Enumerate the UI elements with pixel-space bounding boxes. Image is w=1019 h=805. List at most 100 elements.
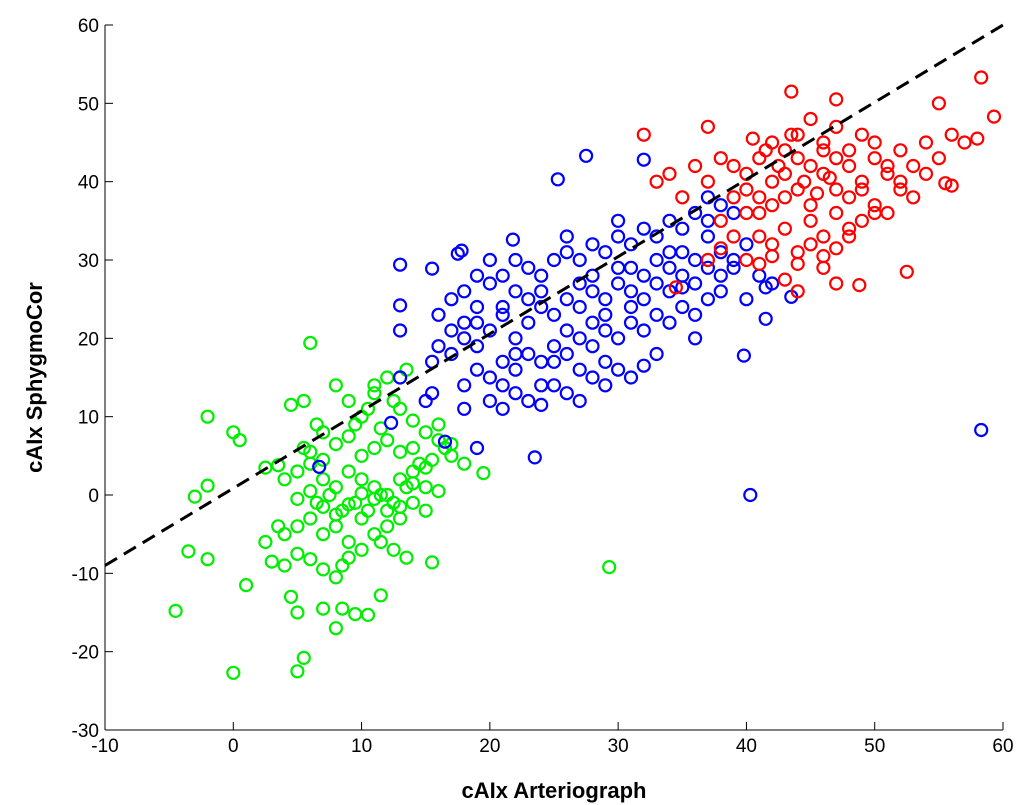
data-point [854,213,870,228]
data-point [675,280,690,295]
data-point [598,245,613,260]
data-point [348,495,363,510]
data-point [296,393,311,409]
data-point [258,534,273,550]
data-point [418,503,433,518]
data-point [649,229,664,244]
data-point [425,386,440,401]
data-point [700,260,716,275]
data-point [986,109,1002,124]
x-tick-label: 10 [351,736,372,757]
data-point [393,511,408,526]
data-point [425,452,440,467]
data-point [867,198,882,213]
data-point [521,260,536,275]
data-point [906,190,921,205]
data-point [610,276,626,291]
data-point [546,252,562,268]
data-point [829,151,844,166]
data-point [610,362,626,377]
data-point [578,148,594,163]
x-tick-label: 60 [992,736,1013,757]
data-point [444,437,459,452]
data-point [675,221,690,236]
data-point [893,143,908,158]
data-point [752,151,767,166]
data-point [283,397,299,412]
data-point [572,276,587,291]
data-point [316,601,331,616]
y-axis-title: cAIx SphygmoCor [22,282,47,473]
data-point [784,127,799,142]
tick-marks [104,24,1004,731]
data-point [649,174,664,189]
data-point [354,486,369,501]
data-point [559,292,574,307]
data-point [239,577,254,593]
data-point [585,237,600,252]
data-point [938,176,953,191]
data-point [521,292,536,307]
data-point [585,370,600,385]
data-point [752,190,767,205]
data-point [328,437,343,452]
data-point [764,135,780,150]
data-point [713,213,728,228]
data-point [636,358,651,373]
data-point [534,378,549,393]
data-point [312,459,327,474]
data-point [559,245,574,260]
data-point [444,292,459,307]
data-point [469,440,485,456]
data-point [546,339,562,354]
data-point [495,299,510,315]
data-point [469,315,485,330]
data-point [508,346,523,362]
y-tick-label: 0 [88,486,99,507]
data-point [713,241,728,256]
data-point [431,307,446,322]
data-point [797,174,812,189]
data-point [970,131,985,146]
data-point [393,401,408,416]
data-point [668,280,684,295]
data-point [476,466,491,481]
data-point [854,174,870,189]
data-point [598,378,613,393]
data-point [341,534,356,550]
data-point [226,425,241,440]
data-point [341,464,356,479]
data-point [495,307,510,322]
data-point [232,433,247,448]
data-point [598,354,613,369]
y-tick-label: -10 [72,564,99,585]
data-point [585,284,600,299]
data-point [454,243,469,258]
data-point [277,527,292,542]
data-point [405,476,420,491]
data-point [829,119,844,134]
data-point [384,415,399,430]
data-point [508,386,523,401]
data-point [636,268,651,283]
data-point [867,135,882,150]
data-point [534,354,549,369]
data-point [354,511,369,526]
data-point [899,264,914,279]
data-point [572,362,587,377]
y-tick-label: -30 [72,721,99,742]
data-point [623,315,639,330]
data-point [482,323,497,338]
data-point [303,335,318,351]
data-point [457,315,472,330]
data-point [405,413,420,428]
data-point [841,229,857,244]
data-point [444,323,459,338]
data-point [559,386,574,401]
data-point [444,448,459,463]
x-tick-label: 50 [864,736,885,757]
data-point [559,346,574,362]
data-point [829,205,844,221]
data-point [739,237,754,252]
